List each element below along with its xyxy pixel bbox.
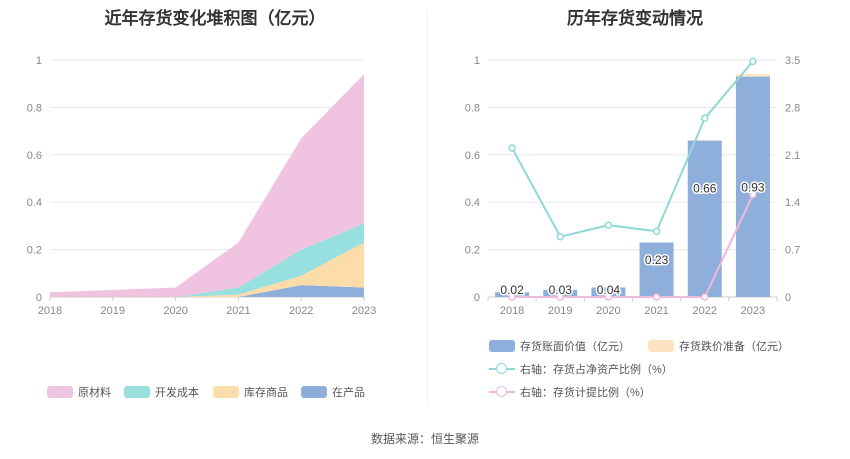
- legend-label: 存货账面价值（亿元）: [520, 341, 630, 353]
- y-tick-label: 0.8: [465, 102, 480, 114]
- line-series: [512, 194, 754, 298]
- legend-label: 存货跌价准备（亿元）: [679, 341, 789, 353]
- x-tick-label: 2023: [352, 305, 376, 317]
- area-series: [50, 74, 364, 297]
- legend-marker: [489, 386, 515, 398]
- y2-tick-label: 2.8: [785, 102, 800, 114]
- line-point: [749, 191, 757, 199]
- legend-label: 开发成本: [155, 387, 199, 399]
- y2-tick-label: 1.4: [785, 197, 800, 209]
- legend-item-raw-materials[interactable]: 原材料: [47, 384, 111, 400]
- area-series: [50, 223, 364, 297]
- legend-label: 原材料: [78, 387, 111, 399]
- legend-item-impairment[interactable]: 存货跌价准备（亿元）: [648, 338, 789, 354]
- bar-impairment: [735, 74, 770, 77]
- legend-item-development-cost[interactable]: 开发成本: [124, 384, 199, 400]
- bar: [639, 242, 674, 297]
- bar-data-label: 0.02: [500, 283, 524, 297]
- y-tick-label: 0.6: [27, 150, 42, 162]
- x-tick-label: 2023: [741, 305, 765, 317]
- x-tick-label: 2020: [596, 305, 620, 317]
- line-point: [604, 221, 613, 229]
- line-point: [749, 57, 757, 66]
- y-tick-label: 0.2: [27, 245, 42, 257]
- left-chart-title: 近年存货变化堆积图（亿元）: [104, 9, 326, 28]
- line-point: [701, 114, 709, 122]
- line-point: [604, 293, 613, 301]
- x-tick-label: 2019: [548, 305, 572, 317]
- y-tick-label: 0.6: [465, 150, 480, 162]
- y-tick-label: 0: [36, 292, 42, 304]
- line-point: [556, 232, 564, 241]
- line-point: [556, 293, 564, 301]
- line-point: [652, 293, 661, 301]
- legend-swatch: [213, 386, 239, 398]
- data-source-note: 数据来源：恒生聚源: [370, 432, 479, 446]
- x-tick-label: 2018: [500, 305, 524, 317]
- line-point: [508, 293, 516, 301]
- y-tick-label: 1: [36, 55, 42, 67]
- y2-tick-label: 2.1: [785, 150, 800, 162]
- line-point: [701, 293, 709, 301]
- legend-swatch: [124, 386, 150, 398]
- line-series: [511, 60, 754, 238]
- y-tick-label: 0: [474, 292, 480, 304]
- x-tick-label: 2022: [289, 305, 313, 317]
- x-tick-label: 2020: [163, 305, 187, 317]
- area-series: [50, 285, 364, 297]
- x-tick-label: 2022: [693, 305, 717, 317]
- panel-divider: [427, 10, 428, 405]
- y2-tick-label: 0.7: [785, 245, 800, 257]
- line-point: [508, 144, 516, 152]
- right-chart-title: 历年存货变动情况: [567, 9, 703, 28]
- y2-tick-label: 0: [785, 292, 791, 304]
- x-tick-label: 2021: [226, 305, 250, 317]
- y2-tick-label: 3.5: [785, 55, 800, 67]
- legend-swatch: [489, 340, 515, 352]
- legend-item-inventory-to-net-assets[interactable]: 右轴：存货占净资产比例（%）: [489, 361, 673, 377]
- y-tick-label: 0.2: [465, 245, 480, 257]
- bar-data-label: 0.03: [549, 283, 573, 297]
- bar-data-label: 0.93: [741, 181, 765, 195]
- legend-marker: [489, 363, 515, 375]
- legend-swatch: [301, 386, 327, 398]
- legend-label: 右轴：存货占净资产比例（%）: [520, 364, 673, 376]
- legend-label: 在产品: [332, 387, 365, 399]
- legend-label: 库存商品: [244, 387, 288, 399]
- y-tick-label: 0.4: [27, 197, 42, 209]
- x-tick-label: 2021: [644, 305, 668, 317]
- bar: [735, 76, 770, 297]
- y-tick-label: 0.8: [27, 102, 42, 114]
- bar: [591, 287, 626, 297]
- x-tick-label: 2018: [38, 305, 62, 317]
- legend-swatch: [47, 386, 73, 398]
- line-point: [652, 227, 661, 236]
- area-series: [50, 242, 364, 297]
- bar-data-label: 0.04: [597, 283, 621, 297]
- legend-label: 右轴：存货计提比例（%）: [520, 387, 651, 399]
- y-tick-label: 1: [474, 55, 480, 67]
- legend-item-work-in-progress[interactable]: 在产品: [301, 384, 365, 400]
- legend-item-provision-ratio[interactable]: 右轴：存货计提比例（%）: [489, 384, 651, 400]
- x-tick-label: 2019: [101, 305, 125, 317]
- legend-item-finished-goods[interactable]: 库存商品: [213, 384, 288, 400]
- y-tick-label: 0.4: [465, 197, 480, 209]
- legend-item-book-value[interactable]: 存货账面价值（亿元）: [489, 338, 630, 354]
- legend-swatch: [648, 340, 674, 352]
- bar-data-label: 0.66: [693, 182, 717, 196]
- bar-data-label: 0.23: [645, 253, 669, 267]
